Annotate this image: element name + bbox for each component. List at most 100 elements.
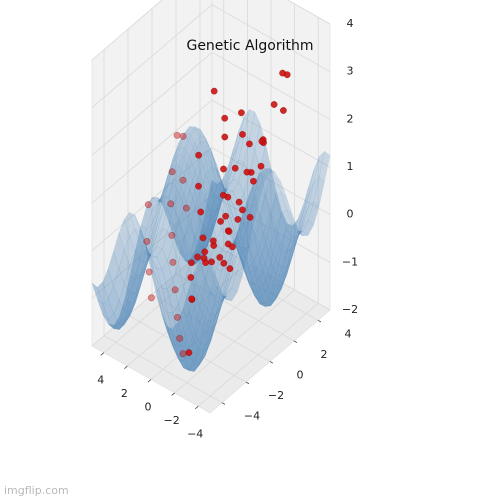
surface-patch — [173, 165, 185, 193]
surface-patch — [145, 246, 157, 288]
surface-patch — [211, 181, 223, 197]
surface-patch — [156, 248, 168, 270]
surface-patch — [238, 249, 250, 284]
surface-patch — [270, 273, 282, 296]
population-point — [195, 182, 202, 190]
surface-patch — [232, 237, 244, 265]
surface-patch — [140, 252, 152, 276]
surface-patch — [157, 175, 169, 212]
surface-patch — [237, 222, 249, 238]
population-point — [219, 191, 227, 199]
surface-patch — [178, 286, 190, 330]
surface-patch — [259, 241, 272, 282]
grid-line — [103, 335, 223, 404]
z-tick-label: 0 — [347, 208, 354, 221]
population-point — [171, 286, 179, 294]
surface-patch — [253, 186, 266, 214]
surface-patch — [243, 264, 255, 285]
surface-patch — [243, 222, 255, 247]
surface-patch — [167, 154, 179, 186]
surface-patch — [135, 267, 147, 303]
population-point — [173, 313, 181, 321]
surface-patch — [167, 147, 179, 176]
population-point — [179, 350, 187, 358]
surface-patch — [156, 185, 168, 226]
surface-patch — [134, 214, 146, 244]
surface-patch — [129, 211, 141, 232]
surface-patch — [243, 247, 255, 273]
surface-patch — [211, 198, 223, 236]
population-point — [237, 109, 245, 117]
surface-patch — [227, 201, 239, 241]
surface-patch — [161, 230, 174, 262]
surface-patch — [140, 253, 152, 262]
surface-patch — [189, 188, 201, 237]
surface-patch — [275, 191, 287, 215]
surface-patch — [188, 306, 200, 341]
surface-patch — [297, 186, 309, 232]
surface-patch — [118, 249, 130, 284]
surface-patch — [129, 228, 141, 252]
surface-patch — [226, 287, 238, 302]
surface-patch — [145, 245, 157, 262]
surface-patch — [254, 123, 266, 170]
surface-patch — [281, 249, 293, 268]
surface-patch — [200, 141, 212, 162]
population-point — [239, 206, 246, 214]
surface-patch — [167, 279, 179, 314]
population-point — [197, 208, 205, 216]
surface-patch — [161, 287, 174, 314]
surface-patch — [215, 282, 227, 325]
surface-patch — [167, 331, 179, 359]
surface-patch — [178, 206, 191, 238]
surface-patch — [135, 247, 147, 281]
surface-patch — [248, 173, 260, 197]
surface-patch — [178, 156, 190, 194]
surface-patch — [200, 173, 212, 204]
surface-patch — [232, 222, 244, 247]
population-point — [194, 253, 201, 261]
surface-patch — [205, 314, 217, 346]
surface-patch — [184, 133, 196, 158]
surface-patch — [167, 165, 180, 184]
surface-patch — [248, 236, 261, 273]
surface-patch — [243, 108, 256, 139]
surface-patch — [102, 268, 114, 300]
surface-patch — [264, 209, 276, 246]
grid-line — [127, 314, 247, 383]
surface-patch — [243, 245, 255, 268]
population-point — [179, 132, 187, 140]
surface-patch — [151, 196, 163, 212]
surface-patch — [119, 298, 131, 322]
surface-patch — [232, 236, 244, 244]
population-point — [210, 87, 218, 95]
surface-patch — [291, 225, 304, 250]
population-point — [143, 237, 151, 245]
population-point — [187, 259, 195, 267]
population-point — [239, 130, 246, 138]
surface-patch — [216, 181, 229, 193]
surface-patch — [134, 243, 147, 261]
surface-patch — [195, 220, 207, 247]
grid-line — [175, 273, 295, 342]
surface-patch — [286, 238, 298, 267]
surface-patch — [318, 150, 331, 182]
surface-patch — [172, 219, 185, 263]
surface-patch — [210, 288, 222, 322]
surface-patch — [183, 126, 196, 139]
surface-patch — [308, 176, 320, 208]
surface-patch — [238, 239, 250, 273]
surface-patch — [173, 147, 185, 167]
surface-patch — [189, 150, 201, 190]
population-point — [185, 349, 193, 357]
surface-patch — [292, 219, 304, 257]
surface-patch — [146, 205, 158, 230]
surface-patch — [280, 191, 293, 214]
surface-patch — [151, 245, 163, 258]
surface-patch — [215, 274, 227, 315]
surface-patch — [167, 220, 180, 243]
surface-patch — [269, 168, 282, 182]
surface-patch — [113, 267, 125, 302]
surface-patch — [200, 205, 213, 236]
surface-patch — [151, 196, 164, 202]
